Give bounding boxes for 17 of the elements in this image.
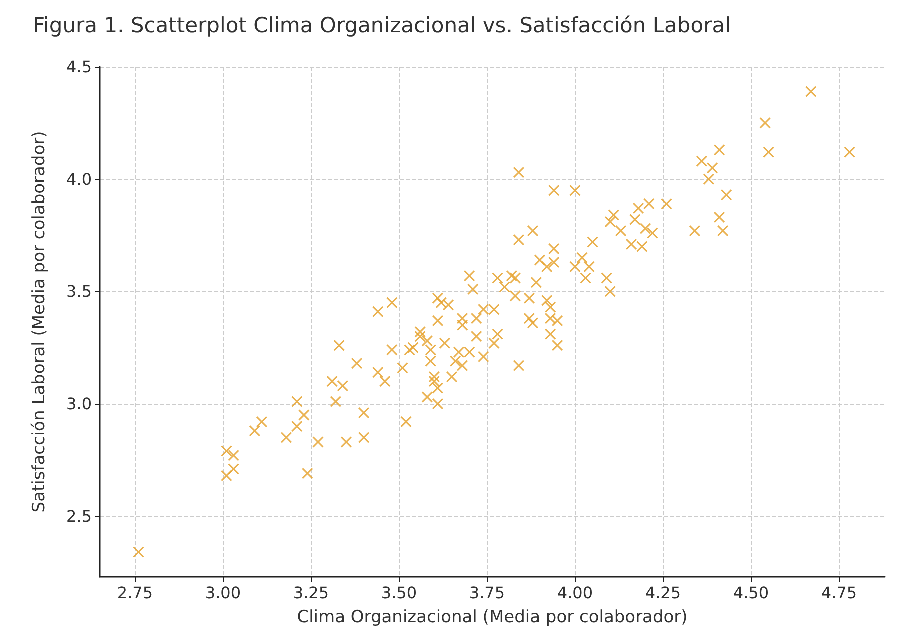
y-tick-label: 3.5 (66, 282, 92, 302)
x-tick-label: 3.25 (293, 584, 330, 602)
x-axis-title: Clima Organizacional (Media por colaborador) (297, 608, 688, 628)
x-tick-label: 4.75 (821, 584, 858, 602)
x-tick-label: 4.50 (733, 584, 770, 602)
x-tick-label: 3.50 (381, 584, 418, 602)
y-tick-label: 4.5 (66, 58, 92, 76)
chart-title: Figura 1. Scatterplot Clima Organizacional vs. Satisfacción Laboral (33, 14, 731, 38)
y-axis-title: Satisfacción Laboral (Media por colaborador) (30, 131, 50, 513)
y-tick-label: 3.0 (66, 394, 92, 414)
y-tick-label: 4.0 (66, 170, 92, 189)
x-tick-label: 4.25 (645, 584, 682, 602)
y-tick-label: 2.5 (66, 506, 92, 526)
x-tick-label: 4.00 (557, 584, 594, 602)
x-tick-label: 3.75 (469, 584, 506, 602)
x-tick-label: 3.00 (205, 584, 242, 602)
x-tick-label: 2.75 (117, 584, 154, 602)
